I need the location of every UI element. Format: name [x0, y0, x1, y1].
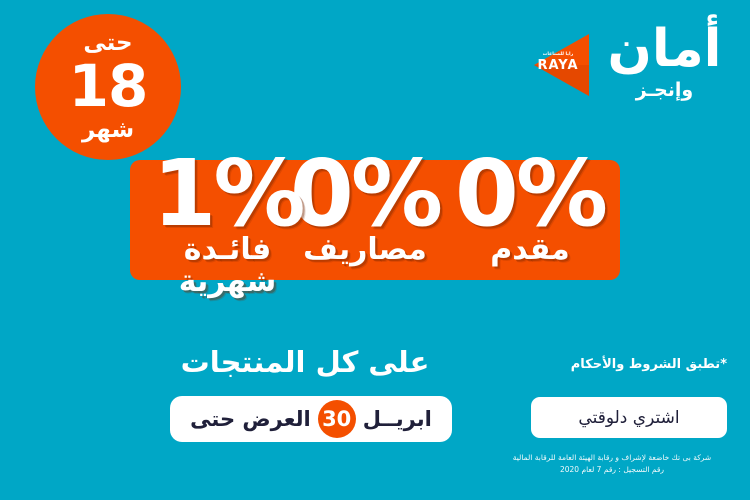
- aman-wordmark: أمان: [607, 19, 722, 79]
- promo-downpayment-percent: 0%: [454, 140, 608, 247]
- offer-validity-month: ابريــل: [362, 407, 432, 431]
- duration-badge: حتى 18 شهر: [35, 14, 181, 160]
- promo-panel: [130, 160, 620, 280]
- promo-item-downpayment: 0% مقدم: [430, 148, 630, 266]
- promo-fees-percent: 0%: [289, 140, 443, 247]
- offer-validity-day: 30: [317, 400, 356, 438]
- raya-sub-label: رايا للصناعات: [542, 52, 574, 57]
- raya-triangle-shade-icon: [534, 65, 589, 96]
- aman-subtitle: وإنجـز: [635, 79, 694, 101]
- disclaimer-line-1: شركة بى تك خاضعة لإشراف و رقابة الهيئة ا…: [512, 453, 712, 462]
- promo-item-fees: 0% مصاريف: [270, 148, 460, 266]
- promo-interest-percent: 1%: [152, 140, 305, 247]
- badge-months-number: 18: [68, 52, 149, 121]
- regulatory-disclaimer: شركة بى تك خاضعة لإشراف و رقابة الهيئة ا…: [497, 452, 727, 475]
- badge-bottom-label: شهر: [81, 116, 135, 143]
- promo-downpayment-label: مقدم: [490, 232, 570, 267]
- promo-item-interest: 1% فائـدة شهرية: [135, 148, 320, 297]
- all-products-text: على كل المنتجات: [180, 345, 430, 379]
- buy-now-button[interactable]: اشتري دلوقتي: [531, 397, 727, 438]
- terms-note: *تطبق الشروط والأحكام: [570, 357, 727, 372]
- raya-wordmark: RAYA: [537, 58, 579, 73]
- promo-interest-label: فائـدة شهرية: [178, 232, 277, 299]
- promo-fees-label: مصاريف: [303, 232, 427, 267]
- brand-logo: رايا للصناعات RAYA أمان وإنجـز: [517, 22, 732, 117]
- disclaimer-line-2: رقم التسجيل : رقم 7 لعام 2020: [559, 464, 665, 474]
- badge-top-label: حتى: [83, 30, 133, 57]
- offer-validity-prefix: العرض حتى: [190, 407, 311, 431]
- offer-validity-pill: ابريــل 30 العرض حتى: [170, 396, 452, 442]
